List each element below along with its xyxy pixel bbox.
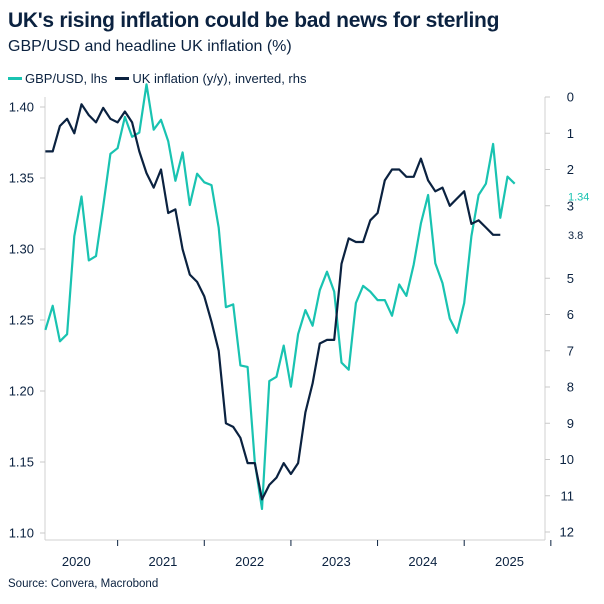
left-tick-label: 1.25 [9,313,34,328]
right-tick-label: 11 [561,488,575,503]
x-tick-label: 2023 [322,554,351,569]
right-tick-label: 12 [560,525,574,540]
legend: GBP/USD, lhs UK inflation (y/y), inverte… [8,71,310,86]
legend-swatch-gbpusd [8,77,22,80]
right-tick-label: 6 [567,307,574,322]
right-tick-label: 10 [560,452,574,467]
left-tick-label: 1.10 [9,526,34,541]
x-tick-label: 2020 [62,554,91,569]
series-line-inflation [45,103,501,501]
left-tick-label: 1.40 [9,100,34,115]
end-label-inflation: 3.8 [568,230,583,242]
right-tick-label: 5 [567,271,574,286]
right-tick-label: 0 [567,90,574,105]
right-tick-label: 2 [567,162,574,177]
left-tick-label: 1.35 [9,171,34,186]
left-tick-label: 1.30 [9,242,34,257]
left-tick-label: 1.20 [9,384,34,399]
x-tick-label: 2021 [148,554,177,569]
end-label-gbpusd: 1.34 [568,192,589,204]
legend-item-inflation: UK inflation (y/y), inverted, rhs [115,71,306,86]
chart-title: UK's rising inflation could be bad news … [8,9,500,32]
source-note: Source: Convera, Macrobond [8,578,159,590]
legend-swatch-inflation [115,77,130,80]
legend-label-gbpusd: GBP/USD, lhs [25,71,108,86]
x-tick-label: 2025 [495,554,524,569]
x-tick-label: 2024 [408,554,437,569]
left-tick-label: 1.15 [9,455,34,470]
right-tick-label: 8 [567,380,574,395]
right-tick-label: 7 [567,343,574,358]
x-tick-label: 2022 [235,554,264,569]
right-tick-label: 9 [567,416,574,431]
right-tick-label: 1 [567,126,574,141]
right-tick-label: 3 [567,198,574,213]
legend-item-gbpusd: GBP/USD, lhs [8,71,107,86]
series-line-gbpusd [44,83,516,510]
chart-subtitle: GBP/USD and headline UK inflation (%) [8,38,292,55]
legend-label-inflation: UK inflation (y/y), inverted, rhs [132,71,307,86]
